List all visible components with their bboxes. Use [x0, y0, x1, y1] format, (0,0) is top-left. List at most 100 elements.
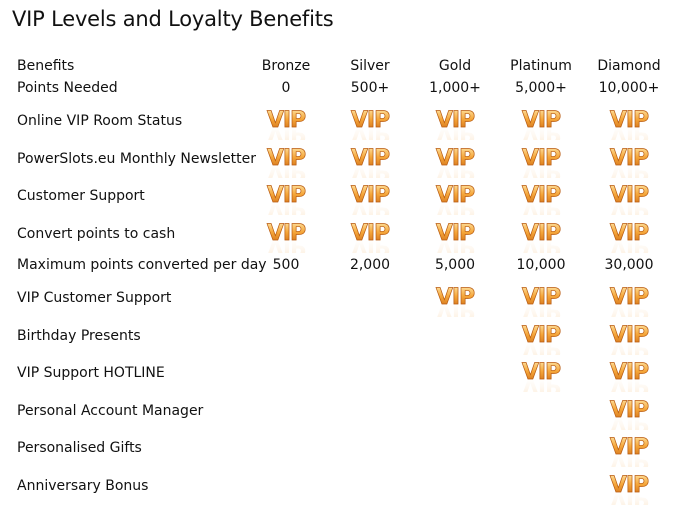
vip-badge-icon: VIP VIP [520, 219, 562, 252]
vip-badge-icon: VIP VIP [520, 106, 562, 140]
vip-badge-text: VIP [351, 221, 390, 246]
vip-badge-icon: VIP VIP [608, 321, 650, 354]
cell-bronze: VIP VIP [244, 219, 328, 260]
vip-badge-text: VIP [267, 221, 306, 246]
vip-badge-icon: VIP VIP [520, 358, 562, 392]
cell-diamond: VIP VIP [587, 396, 671, 437]
vip-badge-reflection: VIP [351, 159, 390, 178]
table-row: VIP Support HOTLINE VIP VIP VIP VIP [17, 356, 700, 394]
vip-badge-icon: VIP VIP [434, 283, 476, 317]
vip-badge-reflection: VIP [351, 234, 390, 253]
cell-bronze: VIP VIP [244, 181, 328, 222]
benefit-label: Convert points to cash [17, 225, 176, 242]
table-row: Convert points to cash VIP VIP VIP VIP VIP VIP… [17, 217, 700, 255]
cell-bronze: VIP VIP [244, 144, 328, 185]
vip-badge-reflection: VIP [610, 486, 649, 505]
vip-badge-reflection: VIP [522, 298, 561, 317]
value-bronze: 500 [272, 257, 300, 273]
vip-badge-reflection: VIP [610, 159, 649, 178]
cell-silver: VIP VIP [328, 181, 412, 222]
vip-badge-reflection: VIP [267, 234, 306, 253]
vip-badge-reflection: VIP [610, 234, 649, 253]
cell-diamond: VIP VIP [587, 219, 671, 260]
vip-badge-reflection: VIP [610, 121, 649, 140]
vip-badge-icon: VIP VIP [349, 144, 391, 178]
vip-badge-reflection: VIP [610, 196, 649, 215]
vip-badge-icon: VIP VIP [349, 106, 391, 140]
benefit-label: VIP Support HOTLINE [17, 365, 165, 381]
vip-badge-icon: VIP VIP [608, 396, 650, 429]
vip-badge-text: VIP [351, 146, 390, 171]
vip-badge-icon: VIP VIP [520, 181, 562, 215]
benefit-label: VIP Customer Support [17, 290, 172, 306]
vip-badge-reflection: VIP [522, 373, 561, 392]
vip-badge-reflection: VIP [436, 234, 475, 253]
vip-badge-icon: VIP VIP [265, 106, 307, 140]
vip-badge-reflection: VIP [522, 196, 561, 215]
cell-platinum: VIP VIP [499, 358, 583, 399]
vip-badge-text: VIP [522, 108, 561, 133]
vip-levels-table: Benefits Bronze Silver Gold Platinum Dia… [17, 55, 700, 506]
vip-badge-icon: VIP VIP [434, 181, 476, 215]
table-row: Personalised Gifts VIP VIP [17, 431, 700, 469]
cell-platinum: VIP VIP [499, 283, 583, 324]
cell-platinum: VIP VIP [499, 219, 583, 260]
vip-badge-text: VIP [267, 146, 306, 171]
cell-gold: VIP VIP [413, 181, 497, 222]
value-gold: 1,000+ [429, 80, 481, 96]
vip-badge-text: VIP [610, 221, 649, 246]
cell-platinum: VIP VIP [499, 321, 583, 362]
cell-diamond: VIP VIP [587, 433, 671, 474]
benefit-label: Online VIP Room Status [17, 113, 183, 129]
vip-badge-reflection: VIP [267, 121, 306, 140]
vip-badge-reflection: VIP [267, 196, 306, 215]
vip-badge-text: VIP [522, 221, 561, 246]
cell-silver: VIP VIP [328, 144, 412, 185]
level-header-gold: Gold [438, 58, 472, 74]
value-silver: 2,000 [349, 257, 391, 273]
vip-badge-reflection: VIP [436, 196, 475, 215]
vip-badge-icon: VIP VIP [349, 219, 391, 253]
vip-badge-reflection: VIP [351, 196, 390, 215]
cell-gold: VIP VIP [413, 283, 497, 324]
vip-badge-text: VIP [522, 360, 561, 385]
vip-badge-text: VIP [610, 473, 649, 498]
cell-platinum: VIP VIP [499, 106, 583, 147]
vip-badge-reflection: VIP [351, 121, 390, 140]
cell-diamond: VIP VIP [587, 358, 671, 399]
vip-badge-reflection: VIP [522, 121, 561, 140]
cell-diamond: VIP VIP [587, 181, 671, 222]
value-bronze: 0 [281, 80, 291, 96]
cell-silver: VIP VIP [328, 219, 412, 260]
vip-badge-text: VIP [351, 108, 390, 133]
vip-badge-icon: VIP VIP [608, 106, 650, 140]
table-row: Birthday Presents VIP VIP VIP VIP [17, 319, 700, 357]
table-header-row: Benefits Bronze Silver Gold Platinum Dia… [17, 55, 700, 77]
vip-badge-icon: VIP VIP [608, 181, 650, 215]
benefit-label: Points Needed [17, 80, 118, 96]
vip-badge-text: VIP [610, 146, 649, 171]
vip-badge-icon: VIP VIP [349, 181, 391, 215]
value-diamond: 10,000+ [598, 80, 660, 96]
benefit-label: PowerSlots.eu Monthly Newsletter [17, 150, 257, 167]
vip-badge-text: VIP [610, 285, 649, 310]
vip-badge-text: VIP [610, 183, 649, 208]
vip-badge-text: VIP [436, 183, 475, 208]
vip-badge-icon: VIP VIP [608, 358, 650, 392]
cell-platinum: VIP VIP [499, 144, 583, 185]
vip-badge-text: VIP [522, 285, 561, 310]
cell-diamond: VIP VIP [587, 106, 671, 147]
vip-badge-text: VIP [522, 146, 561, 171]
vip-badge-icon: VIP VIP [434, 144, 476, 177]
vip-badge-text: VIP [267, 108, 306, 133]
vip-badge-text: VIP [436, 221, 475, 246]
vip-badge-text: VIP [610, 323, 649, 348]
vip-badge-icon: VIP VIP [265, 219, 307, 253]
level-header-bronze: Bronze [261, 58, 311, 74]
benefit-label: Maximum points converted per day [17, 257, 267, 273]
vip-badge-reflection: VIP [436, 121, 475, 140]
level-header-platinum: Platinum [510, 58, 572, 74]
vip-badge-reflection: VIP [610, 373, 649, 392]
vip-badge-text: VIP [436, 146, 475, 171]
vip-badge-text: VIP [610, 108, 649, 133]
